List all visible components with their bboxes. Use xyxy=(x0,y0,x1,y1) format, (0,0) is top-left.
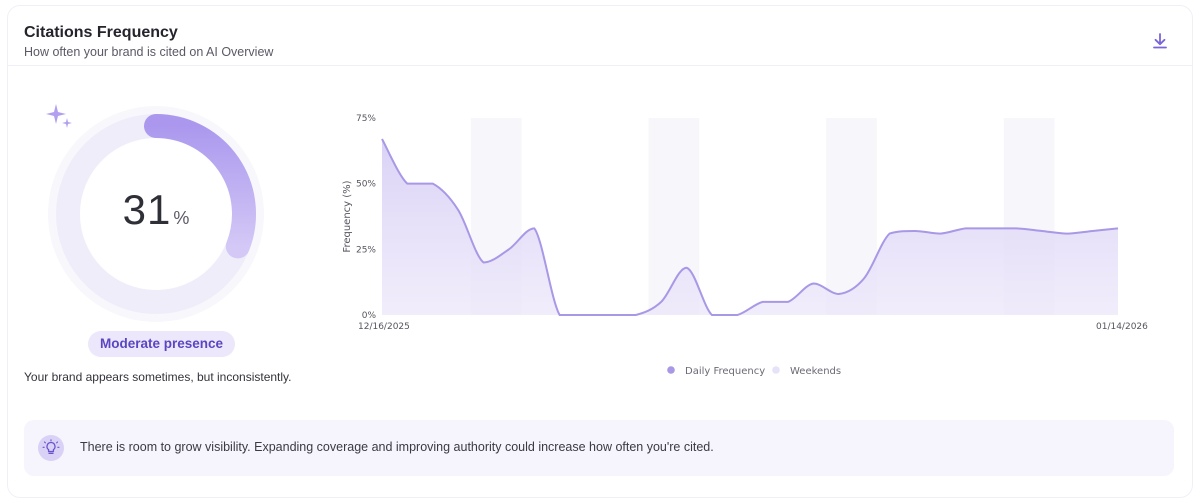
y-tick-label: 75% xyxy=(356,114,376,124)
y-axis-ticks: 0% 25% 50% 75% xyxy=(356,114,376,321)
y-tick-label: 50% xyxy=(356,180,376,190)
lightbulb-icon-badge xyxy=(38,435,64,461)
card-header: Citations Frequency How often your brand… xyxy=(24,24,273,59)
y-tick-label: 0% xyxy=(362,311,377,321)
card-title: Citations Frequency xyxy=(24,24,178,41)
frequency-chart: 0% 25% 50% 75% Frequency (%) 12/16/2025 01/… xyxy=(342,114,1148,377)
x-axis-start-label: 12/16/2025 xyxy=(358,322,410,332)
header-divider xyxy=(8,65,1192,66)
presence-percent-unit: % xyxy=(173,208,190,228)
download-icon xyxy=(1153,33,1167,49)
lightbulb-icon xyxy=(42,439,60,454)
presence-badge: Moderate presence xyxy=(88,331,236,357)
citations-frequency-card: Citations Frequency How often your brand… xyxy=(8,6,1192,497)
presence-description: Your brand appears sometimes, but incons… xyxy=(24,370,292,384)
legend-swatch xyxy=(667,366,675,374)
card-subtitle: How often your brand is cited on AI Over… xyxy=(24,45,274,59)
ring-progress-arc xyxy=(144,114,256,259)
insight-banner: There is room to grow visibility. Expand… xyxy=(24,420,1174,476)
presence-gauge: 31% xyxy=(44,102,268,326)
presence-ring xyxy=(48,106,264,322)
y-tick-label: 25% xyxy=(356,245,376,255)
daily-frequency-line xyxy=(381,138,1119,316)
download-button[interactable] xyxy=(1150,31,1170,51)
insight-text: There is room to grow visibility. Expand… xyxy=(80,440,714,454)
x-axis-end-label: 01/14/2026 xyxy=(1096,322,1148,332)
legend-label: Weekends xyxy=(790,366,841,377)
y-axis-title: Frequency (%) xyxy=(342,180,353,252)
presence-percent-value: 31 xyxy=(122,186,172,233)
daily-frequency-area xyxy=(382,139,1118,315)
chart-legend: Daily Frequency Weekends xyxy=(667,366,841,377)
legend-swatch xyxy=(772,366,780,374)
legend-label: Daily Frequency xyxy=(685,366,765,377)
sparkle-icon xyxy=(46,104,72,128)
presence-percentage: 31% xyxy=(44,186,268,234)
ring-center xyxy=(80,138,232,290)
